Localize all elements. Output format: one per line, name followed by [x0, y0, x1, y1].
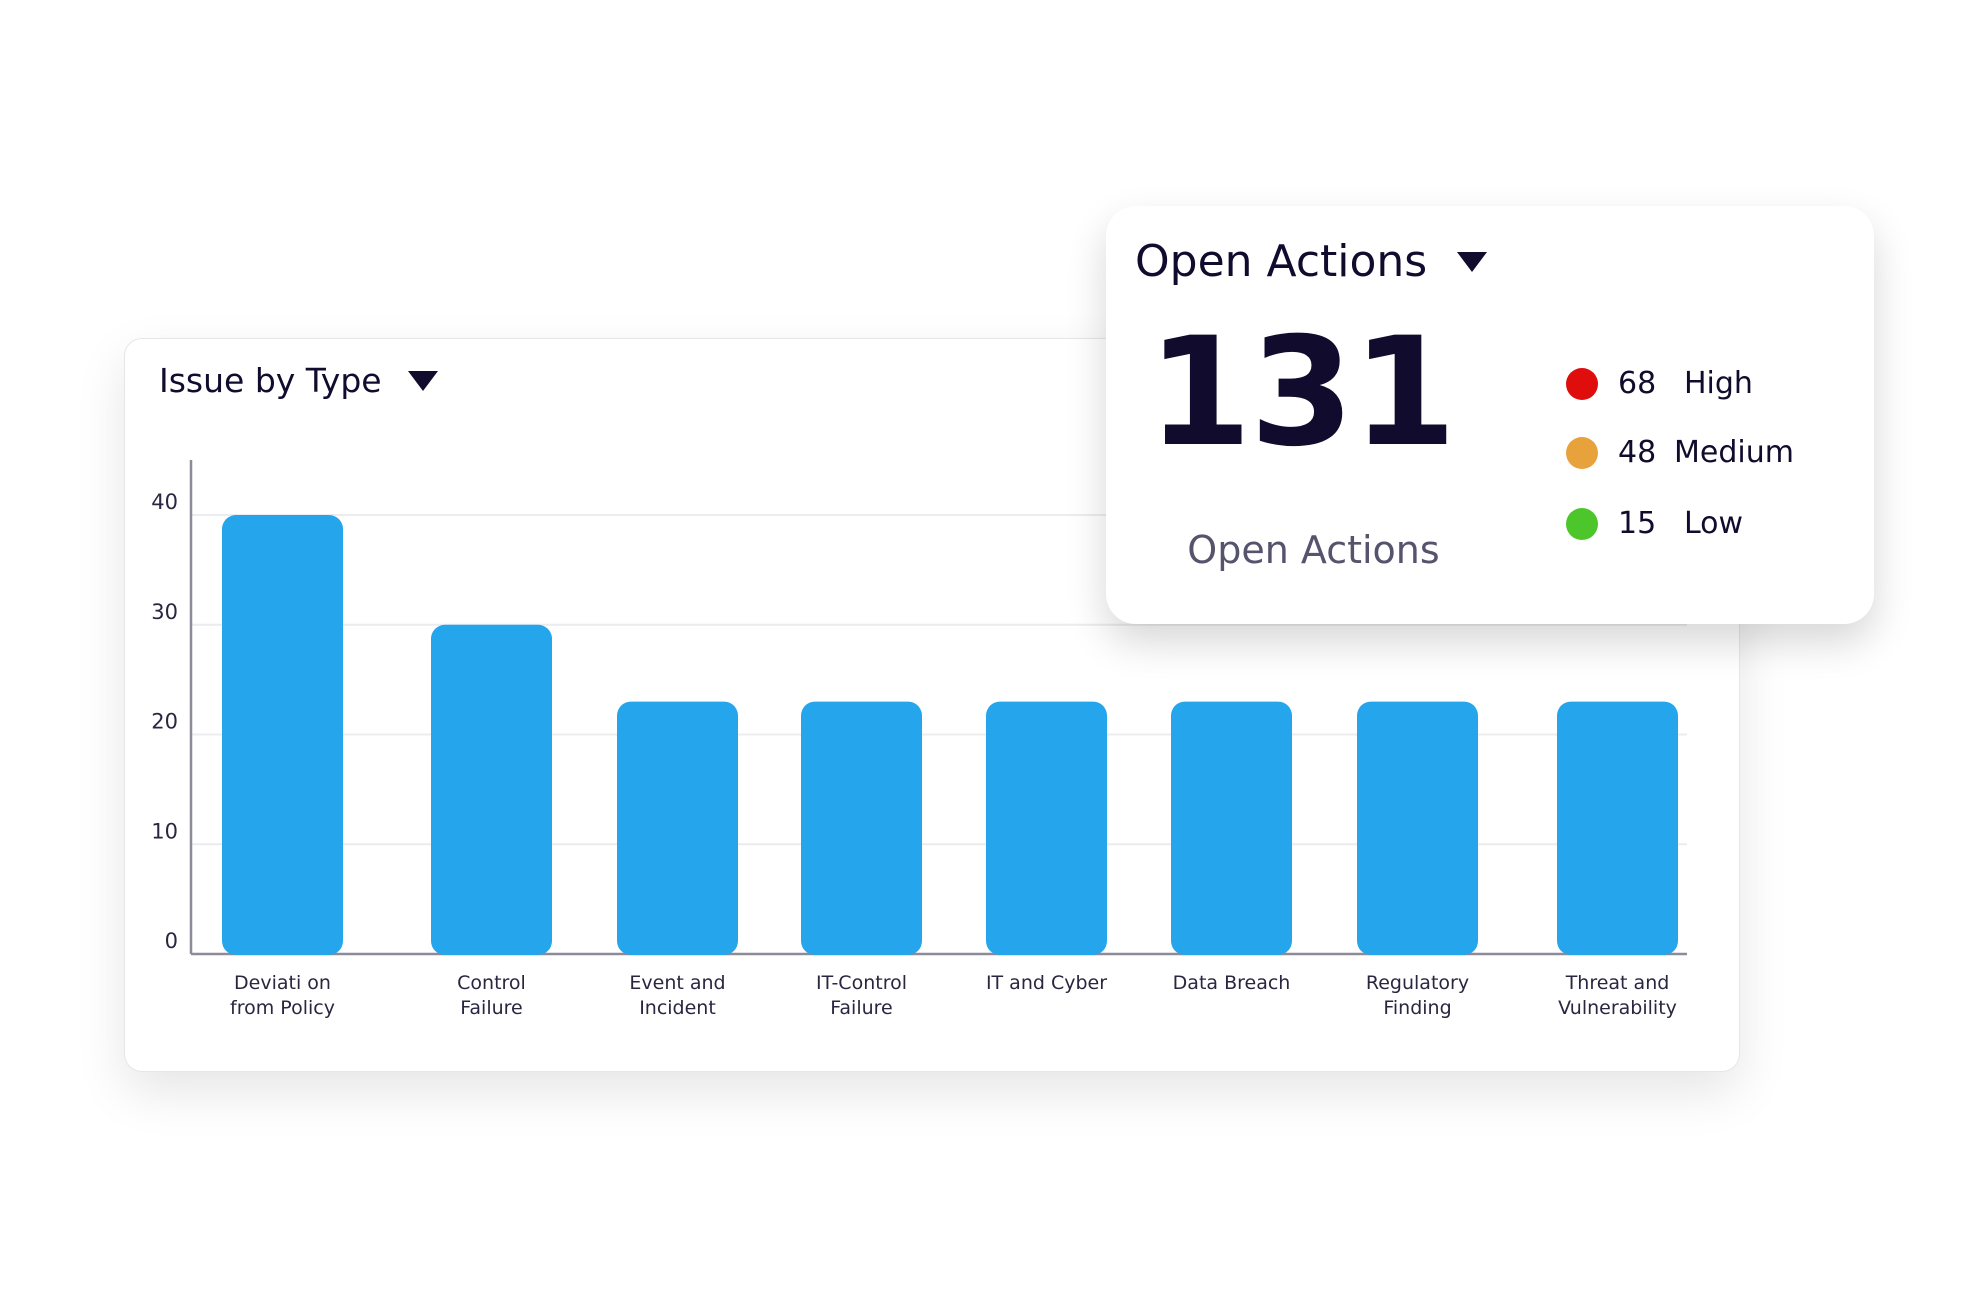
bar [1171, 701, 1292, 955]
x-tick-label: Failure [830, 997, 893, 1019]
legend-label: Low [1684, 506, 1744, 541]
legend-count: 48 [1618, 435, 1657, 470]
legend-item-medium: 48 Medium [1566, 435, 1794, 470]
x-tick-label: Regulatory [1366, 972, 1469, 994]
legend-item-low: 15 Low [1566, 506, 1743, 541]
y-tick-label: 30 [151, 600, 178, 624]
high-dot-icon [1566, 367, 1598, 400]
x-tick-label: from Policy [230, 997, 335, 1019]
medium-dot-icon [1566, 436, 1598, 469]
x-tick-label: Deviati on [234, 972, 331, 994]
legend-item-high: 68 High [1566, 366, 1753, 401]
bar [986, 701, 1107, 955]
legend-label: High [1684, 366, 1753, 401]
legend-count: 68 [1618, 366, 1657, 401]
x-tick-label: IT-Control [816, 972, 907, 994]
x-tick-label: Event and [629, 972, 725, 994]
bar [222, 515, 343, 955]
open-actions-total: 131 [1147, 306, 1456, 480]
open-actions-card: Open Actions 131 Open Actions 68 High 48… [1106, 206, 1874, 624]
open-actions-title: Open Actions [1135, 236, 1428, 287]
x-tick-label: Failure [460, 997, 523, 1019]
open-actions-total-label: Open Actions [1187, 528, 1440, 572]
caret-down-icon [407, 370, 438, 391]
open-actions-dropdown[interactable]: Open Actions [1135, 236, 1488, 287]
y-tick-label: 10 [151, 819, 178, 843]
x-tick-label: IT and Cyber [986, 972, 1107, 994]
x-tick-label: Control [457, 972, 526, 994]
issue-card-title: Issue by Type [159, 361, 382, 400]
bar [617, 701, 738, 955]
caret-down-icon [1457, 251, 1488, 272]
issue-type-dropdown[interactable]: Issue by Type [159, 361, 438, 400]
bar [801, 701, 922, 955]
bar [431, 624, 552, 955]
x-tick-label: Threat and [1565, 972, 1670, 994]
low-dot-icon [1566, 507, 1598, 540]
x-tick-label: Incident [639, 997, 716, 1019]
bar [1357, 701, 1478, 955]
y-tick-label: 20 [151, 710, 178, 734]
x-tick-label: Finding [1383, 997, 1451, 1019]
legend-label: Medium [1674, 435, 1794, 470]
x-tick-label: Vulnerability [1558, 997, 1677, 1019]
x-tick-label: Data Breach [1173, 972, 1291, 994]
bar [1557, 701, 1678, 955]
y-tick-label: 40 [151, 490, 178, 514]
legend-count: 15 [1618, 506, 1657, 541]
y-tick-label: 0 [165, 929, 178, 953]
